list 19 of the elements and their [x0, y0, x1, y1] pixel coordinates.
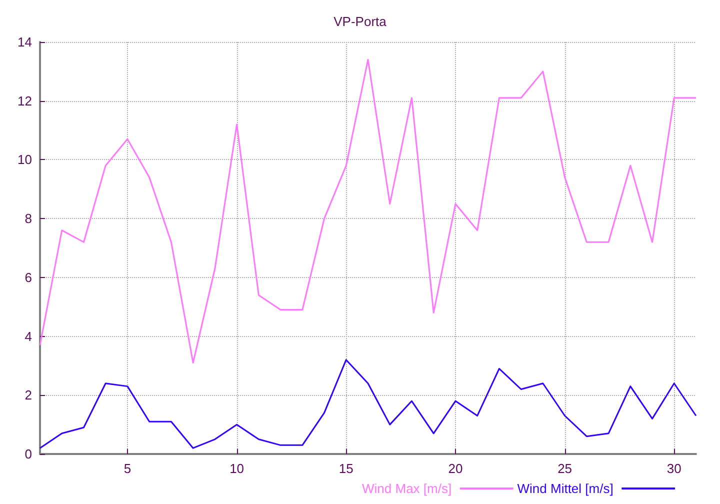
y-tick-label: 6: [24, 270, 32, 285]
y-tick-label: 10: [18, 152, 32, 168]
y-tick-label: 4: [24, 328, 32, 344]
y-tick-label: 2: [24, 388, 32, 403]
line-series: [39, 359, 697, 449]
x-tick-label: 20: [448, 461, 463, 476]
legend-label: Wind Max [m/s]: [362, 481, 452, 496]
y-tick-label: 12: [18, 93, 32, 108]
x-tick-label: 25: [558, 461, 572, 476]
legend-label: Wind Mittel [m/s]: [517, 481, 614, 496]
x-tick-label: 30: [666, 461, 682, 476]
x-tick-label: 5: [124, 461, 132, 476]
chart-title: VP-Porta: [334, 14, 388, 29]
line-series: [39, 58, 697, 364]
x-tick-label: 10: [230, 461, 244, 476]
y-tick-label: 8: [24, 211, 32, 226]
y-tick-label: 0: [24, 446, 32, 462]
x-tick-label: 15: [338, 461, 354, 476]
y-tick-label: 14: [18, 34, 32, 50]
